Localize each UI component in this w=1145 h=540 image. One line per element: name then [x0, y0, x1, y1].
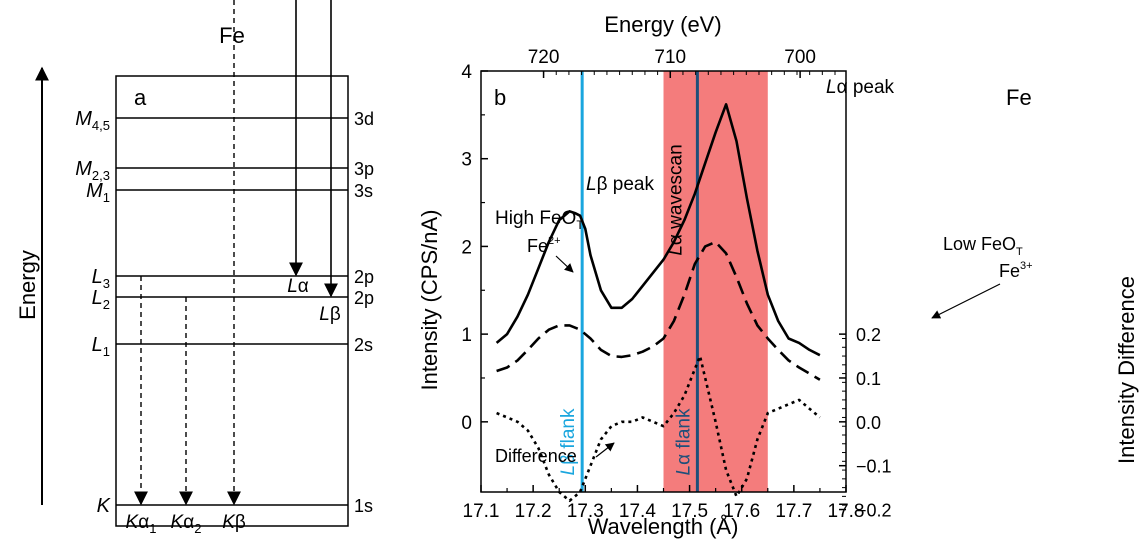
difference-label: Difference — [495, 446, 577, 466]
level-label-0: M4,5 — [75, 108, 110, 133]
low-feo-label: Low FeOT — [943, 234, 1023, 258]
series-lines — [495, 103, 821, 503]
x-tick-label-6: 17.7 — [775, 501, 812, 522]
energy-tick-label-1: 710 — [654, 47, 686, 68]
energy-level-diagram: Fe Energy a M4,5 3d M2,3 3p M1 3s L3 2p L2 2p L1 2s… — [15, 0, 374, 536]
x-tick-label-3: 17.4 — [619, 501, 656, 522]
orbital-label-3: 2p — [354, 267, 374, 287]
panel-a-frame — [115, 75, 349, 527]
x-tick-label-4: 17.5 — [671, 501, 708, 522]
energy-axis-label: Energy — [15, 250, 40, 320]
flank-label-0: Lβ flank — [558, 408, 579, 475]
transition-label-3: Kα2 — [171, 512, 202, 536]
energy-tick-label-2: 700 — [784, 47, 816, 68]
fe3-pointer — [931, 283, 1001, 319]
level-label-3: L3 — [92, 266, 110, 291]
panel-a-label: a — [134, 85, 147, 110]
flank-label-1: Lα flank — [673, 408, 694, 475]
level-label-1: M2,3 — [75, 158, 110, 183]
transitions: Lα Lβ Kα1 Kα2 Kβ — [126, 0, 341, 536]
y-tick-label-4: 4 — [461, 62, 472, 83]
y2-tick-label-3: 0.1 — [856, 369, 881, 389]
level-label-4: L2 — [92, 287, 110, 312]
energy-axis-ticks: 720 710 700 — [528, 47, 836, 78]
x-tick-label-0: 17.1 — [463, 501, 500, 522]
orbital-label-1: 3p — [354, 159, 374, 179]
y-axis-ticks: 0 1 2 3 4 — [461, 62, 488, 434]
energy-axis-title: Energy (eV) — [604, 12, 721, 37]
y-tick-label-1: 1 — [461, 325, 472, 346]
x-axis-ticks: 17.1 17.2 17.3 17.4 17.5 17.6 17.7 17.8 — [463, 485, 865, 522]
orbital-label-4: 2p — [354, 288, 374, 308]
flank-lines: Lβ flank Lα flank — [558, 71, 699, 492]
x-tick-label-2: 17.3 — [567, 501, 604, 522]
x-tick-label-1: 17.2 — [515, 501, 552, 522]
y2-axis-ticks: −0.2 −0.1 0.0 0.1 0.2 — [839, 325, 892, 521]
y2-tick-label-4: 0.2 — [856, 325, 881, 345]
y-axis-label: Intensity (CPS/nA) — [417, 210, 442, 391]
la-wavescan-label: Lα wavescan — [666, 144, 687, 255]
level-label-2: M1 — [86, 180, 110, 205]
lb-peak-label: Lβ peak — [586, 174, 654, 195]
transition-label-4: Kβ — [222, 512, 246, 533]
high-feo-label: High FeOT — [495, 208, 584, 232]
orbital-label-2: 3s — [354, 181, 373, 201]
level-label-6: K — [97, 495, 112, 517]
level-label-5: L1 — [92, 334, 110, 359]
y2-axis-label: Intensity Difference — [1114, 276, 1139, 464]
transition-label-2: Kα1 — [126, 512, 157, 536]
transition-label-1: Lβ — [319, 304, 341, 325]
energy-levels: M4,5 3d M2,3 3p M1 3s L3 2p L2 2p L1 2s K 1s — [75, 108, 374, 517]
series-line-0 — [495, 103, 821, 357]
panel-b-label: b — [494, 85, 506, 110]
la-peak-label: Lα peak — [826, 77, 895, 98]
element-label: Fe — [1006, 85, 1032, 110]
orbital-label-5: 2s — [354, 335, 373, 355]
y-tick-label-3: 3 — [461, 150, 472, 171]
x-tick-label-5: 17.6 — [723, 501, 760, 522]
series-line-1 — [496, 240, 821, 381]
panel-a-title: Fe — [219, 23, 245, 48]
y2-tick-label-1: −0.1 — [856, 457, 892, 477]
orbital-label-0: 3d — [354, 109, 374, 129]
difference-pointer — [595, 442, 615, 458]
orbital-label-6: 1s — [354, 496, 373, 516]
series-line-2 — [496, 354, 821, 503]
transition-label-0: Lα — [287, 276, 309, 297]
energy-tick-label-0: 720 — [528, 47, 560, 68]
y2-tick-label-2: 0.0 — [856, 413, 881, 433]
y-tick-label-2: 2 — [461, 237, 472, 258]
fe3-label: Fe3+ — [999, 260, 1033, 281]
fe2-pointer — [555, 255, 574, 273]
x-axis-label: Wavelength (Å) — [588, 514, 739, 539]
fe2-label: Fe2+ — [527, 235, 561, 256]
y-tick-label-0: 0 — [461, 413, 472, 434]
y2-tick-label-0: −0.2 — [856, 501, 892, 521]
x-tick-label-7: 17.8 — [828, 501, 865, 522]
